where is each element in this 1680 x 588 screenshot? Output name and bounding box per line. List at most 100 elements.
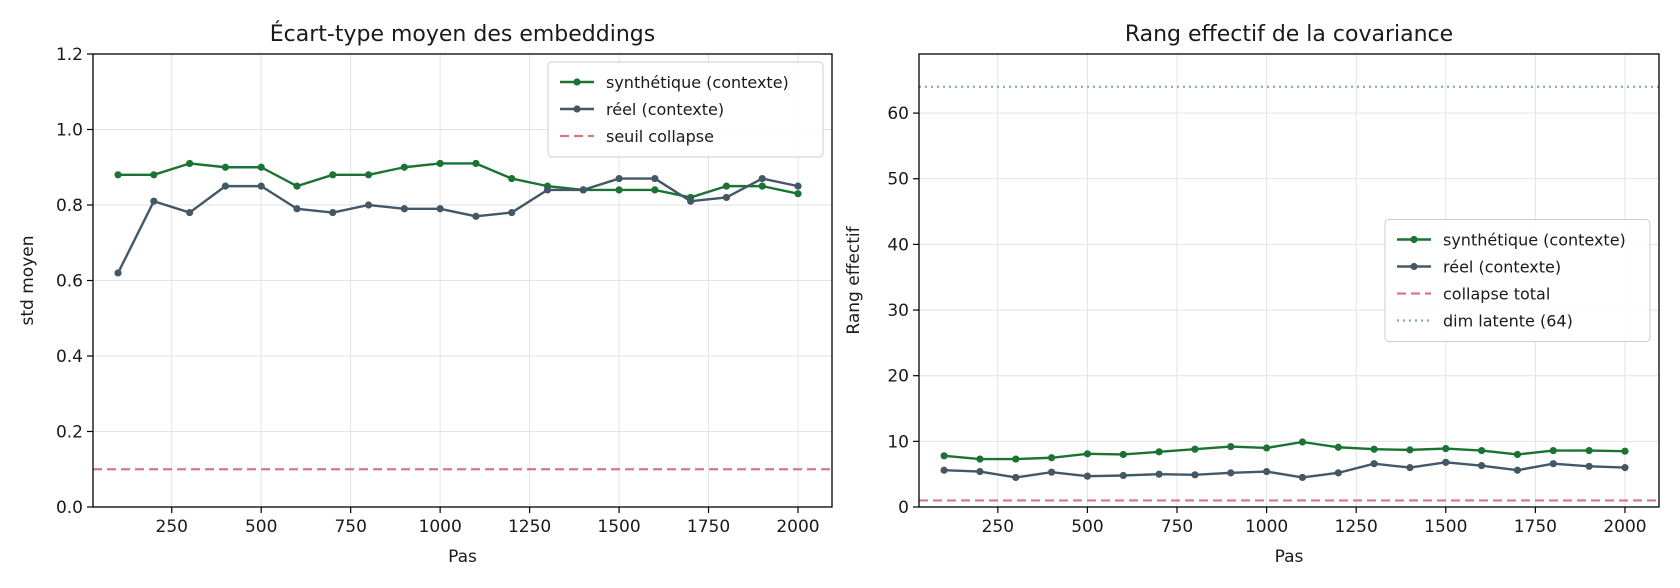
data-point-synthetique-contexte [794,190,802,198]
legend-label: dim latente (64) [1443,312,1573,331]
data-point-synthetique-contexte [400,163,408,171]
x-tick-label: 250 [156,517,188,537]
chart-std-embeddings: 250 500 750 1000 1250 1500 1750 2000 0.0 0.2 0.4 0.… [18,21,833,567]
legend-item-dim-latente-64: dim latente (64) [1397,312,1573,331]
data-point-reel-contexte [1047,468,1056,476]
y-axis-label: Rang effectif [844,225,864,334]
legend-item-seuil-collapse: seuil collapse [560,127,714,146]
y-tick-label: 0.6 [56,272,83,292]
data-point-synthetique-contexte [1585,446,1593,455]
data-point-synthetique-contexte [508,174,516,183]
x-tick-label: 1500 [1424,517,1467,537]
data-point-reel-contexte [976,467,984,476]
data-point-reel-contexte [1621,464,1629,472]
data-point-synthetique-contexte [436,159,444,168]
data-point-reel-contexte [1083,472,1092,480]
data-point-synthetique-contexte [1478,446,1486,455]
data-point-reel-contexte [114,269,122,277]
data-point-reel-contexte [186,208,194,217]
data-point-reel-contexte [651,174,659,183]
legend-label: réel (contexte) [1443,258,1561,277]
data-point-synthetique-contexte [257,163,265,171]
legend-label: synthétique (contexte) [1443,231,1626,250]
data-point-reel-contexte [257,182,265,190]
data-point-synthetique-contexte [1549,446,1557,455]
data-point-reel-contexte [1442,458,1450,466]
data-point-reel-contexte [1227,469,1235,477]
data-point-reel-contexte [1119,471,1127,480]
plot-frame [918,53,1660,508]
data-point-reel-contexte [329,208,337,217]
series-line-reel-contexte [116,177,799,274]
data-point-synthetique-contexte [364,171,373,179]
legend-marker [1410,262,1418,271]
y-tick-label: 20 [887,367,909,387]
data-point-reel-contexte [293,205,301,213]
data-point-reel-contexte [221,182,230,190]
data-point-reel-contexte [1585,462,1593,470]
data-point-reel-contexte [1012,473,1020,482]
data-point-synthetique-contexte [651,186,659,194]
series-line-synthetique-contexte [943,440,1625,461]
data-point-reel-contexte [1370,460,1378,468]
x-tick-label: 1500 [597,517,640,537]
data-point-reel-contexte [436,205,444,213]
y-tick-label: 30 [887,301,909,321]
legend-label: réel (contexte) [606,100,724,119]
data-point-reel-contexte [1263,467,1271,476]
y-tick-label: 10 [887,432,909,452]
y-tick-label: 1.0 [56,121,83,141]
legend-item-synthetique-contexte: synthétique (contexte) [1397,231,1626,250]
x-tick-label: 1250 [1335,517,1378,537]
x-tick-label: 250 [982,517,1014,537]
data-point-synthetique-contexte [1621,447,1629,455]
data-point-reel-contexte [400,205,408,213]
x-tick-label: 1250 [508,517,551,537]
series-line-synthetique-contexte [118,162,799,199]
data-point-synthetique-contexte [615,186,623,194]
legend-marker [573,78,581,86]
x-tick-label: 2000 [1603,517,1646,537]
x-tick-label: 500 [245,517,277,537]
data-point-synthetique-contexte [186,159,194,168]
data-point-reel-contexte [1298,473,1307,482]
data-point-reel-contexte [758,174,766,183]
data-point-reel-contexte [1155,470,1163,478]
data-point-reel-contexte [722,193,731,202]
y-tick-label: 1.2 [56,45,83,65]
legend-label: collapse total [1443,285,1550,304]
y-tick-label: 0.2 [56,423,83,443]
legend-marker [573,105,581,113]
y-tick-label: 0.8 [56,196,83,216]
data-point-synthetique-contexte [472,159,480,168]
data-point-synthetique-contexte [1513,450,1522,459]
data-point-synthetique-contexte [1370,445,1378,453]
data-point-reel-contexte [940,466,948,474]
x-tick-label: 1000 [419,517,462,537]
data-point-reel-contexte [1406,464,1414,472]
data-point-synthetique-contexte [1263,444,1271,452]
data-point-synthetique-contexte [221,163,230,171]
data-point-reel-contexte [508,208,516,217]
y-axis-label: std moyen [18,236,38,326]
x-tick-label: 1750 [687,517,730,537]
chart-title: Écart-type moyen des embeddings [270,21,655,47]
data-point-reel-contexte [1513,466,1522,474]
data-point-reel-contexte [543,186,552,194]
x-axis-label: Pas [448,547,477,567]
data-point-synthetique-contexte [758,182,766,190]
data-point-reel-contexte [1549,460,1557,468]
data-point-reel-contexte [579,186,587,194]
legend-label: seuil collapse [606,127,714,146]
data-point-synthetique-contexte [940,452,948,460]
legend-marker [1410,235,1418,244]
data-point-synthetique-contexte [1191,445,1199,453]
data-point-synthetique-contexte [1012,455,1020,463]
x-tick-label: 2000 [776,517,819,537]
data-point-synthetique-contexte [150,171,158,179]
data-point-reel-contexte [1334,469,1342,477]
legend: synthétique (contexte) réel (contexte) col… [1384,219,1651,342]
legend-box [1384,219,1651,342]
data-point-reel-contexte [1191,471,1199,479]
